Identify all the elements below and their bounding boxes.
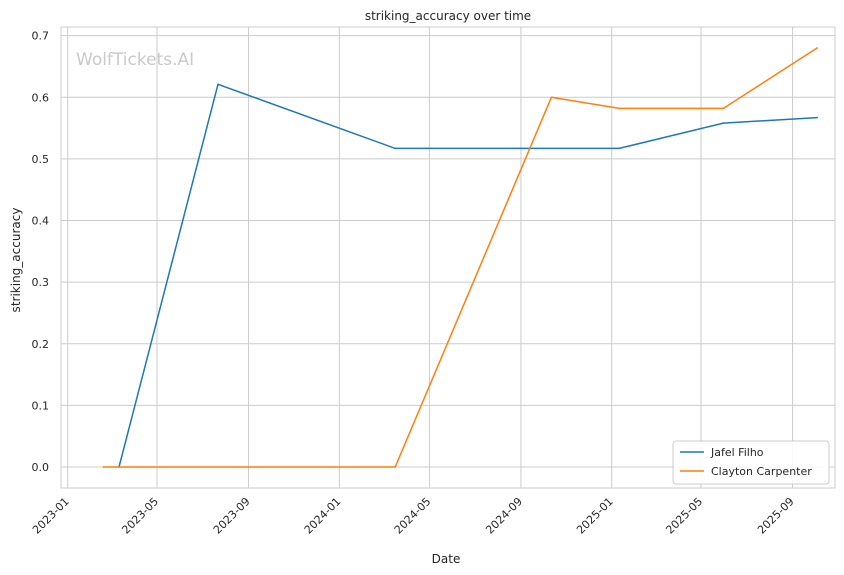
x-tick-label: 2025-09 xyxy=(755,495,797,537)
legend-label-jafel-filho: Jafel Filho xyxy=(710,446,764,459)
data-point-clayton-carpenter xyxy=(394,466,396,468)
grid xyxy=(61,27,835,488)
y-tick-label: 0.6 xyxy=(32,91,50,104)
x-axis-label: Date xyxy=(432,552,461,566)
x-tick-label: 2024-09 xyxy=(483,495,525,537)
legend: Jafel Filho Clayton Carpenter xyxy=(672,440,830,485)
y-axis-ticks: 0.0 0.1 0.2 0.3 0.4 0.5 0.6 0.7 xyxy=(32,30,50,474)
chart-title: striking_accuracy over time xyxy=(365,9,531,23)
plot-area xyxy=(60,26,836,489)
data-point-jafel-filho xyxy=(816,116,818,119)
y-tick-label: 0.3 xyxy=(32,276,50,289)
y-tick-label: 0.0 xyxy=(32,461,50,474)
data-point-clayton-carpenter xyxy=(618,107,620,110)
data-point-jafel-filho xyxy=(394,147,396,150)
watermark-text: WolfTickets.AI xyxy=(76,50,194,70)
legend-box xyxy=(672,440,830,485)
x-tick-label: 2024-05 xyxy=(392,495,434,537)
data-point-clayton-carpenter xyxy=(102,466,105,468)
data-point-jafel-filho xyxy=(217,83,219,86)
data-point-clayton-carpenter xyxy=(550,96,553,99)
data-point-clayton-carpenter xyxy=(816,47,818,49)
x-tick-label: 2023-01 xyxy=(30,495,72,537)
y-axis-label: striking_accuracy xyxy=(9,208,23,313)
y-tick-label: 0.4 xyxy=(32,215,50,228)
y-tick-label: 0.7 xyxy=(32,30,50,43)
data-point-clayton-carpenter xyxy=(722,107,725,110)
x-tick-label: 2023-05 xyxy=(119,495,161,537)
y-tick-label: 0.1 xyxy=(32,399,50,412)
x-tick-label: 2025-05 xyxy=(663,495,705,537)
series-layer xyxy=(102,47,818,468)
legend-label-clayton-carpenter: Clayton Carpenter xyxy=(711,465,812,478)
x-tick-label: 2024-01 xyxy=(302,495,344,537)
series-line-clayton-carpenter xyxy=(103,47,818,468)
x-axis-ticks: 2023-01 2023-05 2023-09 2024-01 2024-05 2024-… xyxy=(30,495,797,537)
data-point-jafel-filho xyxy=(618,147,620,150)
y-tick-label: 0.2 xyxy=(32,338,50,351)
y-tick-label: 0.5 xyxy=(32,153,50,166)
x-tick-label: 2023-09 xyxy=(211,495,253,537)
x-tick-label: 2025-01 xyxy=(574,495,616,537)
series-line-jafel-filho xyxy=(118,83,818,468)
data-point-jafel-filho xyxy=(722,122,725,124)
